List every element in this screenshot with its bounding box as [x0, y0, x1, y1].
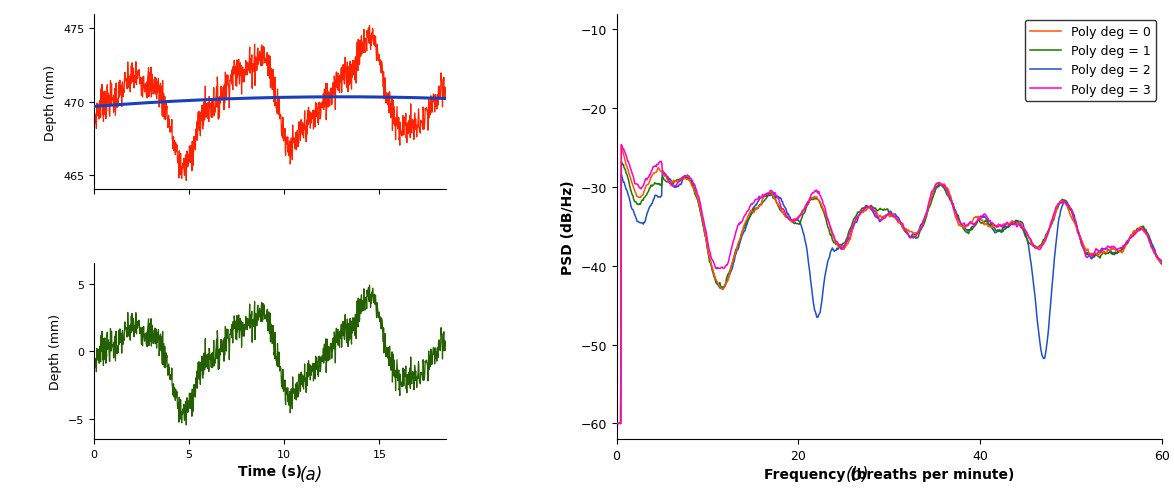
Poly deg = 3 [643, 170, 657, 176]
Y-axis label: Depth (mm): Depth (mm) [45, 64, 58, 140]
Poly deg = 2 [655, 168, 669, 174]
Poly deg = 2 [643, 203, 657, 209]
Poly deg = 2 [1080, 252, 1094, 258]
Poly deg = 3 [1024, 238, 1038, 244]
Poly deg = 3 [1155, 259, 1169, 265]
Line: Poly deg = 1: Poly deg = 1 [616, 163, 1162, 424]
Poly deg = 1 [927, 191, 942, 197]
Y-axis label: Depth (mm): Depth (mm) [49, 314, 62, 389]
Line: Poly deg = 3: Poly deg = 3 [616, 146, 1162, 424]
Poly deg = 1 [1155, 260, 1169, 266]
Poly deg = 3 [609, 421, 623, 427]
Poly deg = 0 [614, 142, 628, 148]
Legend: Poly deg = 0, Poly deg = 1, Poly deg = 2, Poly deg = 3: Poly deg = 0, Poly deg = 1, Poly deg = 2… [1025, 21, 1156, 102]
Poly deg = 2 [927, 191, 942, 197]
Poly deg = 2 [942, 190, 956, 196]
Poly deg = 3 [927, 186, 942, 192]
Text: (b): (b) [845, 465, 869, 483]
Poly deg = 2 [609, 421, 623, 427]
Poly deg = 3 [958, 223, 972, 228]
Poly deg = 0 [958, 225, 972, 231]
Poly deg = 0 [927, 187, 942, 193]
Poly deg = 0 [609, 421, 623, 427]
Y-axis label: PSD (dB/Hz): PSD (dB/Hz) [561, 180, 575, 274]
Text: (a): (a) [299, 465, 323, 483]
Poly deg = 0 [942, 188, 956, 194]
Poly deg = 1 [958, 228, 972, 234]
Poly deg = 0 [643, 175, 657, 181]
Poly deg = 1 [609, 421, 623, 427]
Poly deg = 3 [1080, 255, 1094, 261]
X-axis label: Time (s): Time (s) [238, 465, 302, 478]
Poly deg = 1 [614, 160, 628, 165]
Poly deg = 1 [1080, 251, 1094, 257]
Poly deg = 1 [1024, 241, 1038, 247]
Poly deg = 1 [942, 194, 956, 200]
Line: Poly deg = 0: Poly deg = 0 [616, 145, 1162, 424]
Line: Poly deg = 2: Poly deg = 2 [616, 171, 1162, 424]
Poly deg = 2 [958, 225, 972, 231]
Poly deg = 3 [942, 193, 956, 199]
Poly deg = 2 [1024, 261, 1038, 267]
Poly deg = 3 [614, 143, 628, 149]
Poly deg = 0 [1080, 247, 1094, 253]
Poly deg = 2 [1155, 262, 1169, 268]
X-axis label: Frequency (breaths per minute): Frequency (breaths per minute) [764, 468, 1014, 481]
Poly deg = 1 [643, 183, 657, 189]
Poly deg = 0 [1024, 241, 1038, 247]
Poly deg = 0 [1155, 261, 1169, 266]
